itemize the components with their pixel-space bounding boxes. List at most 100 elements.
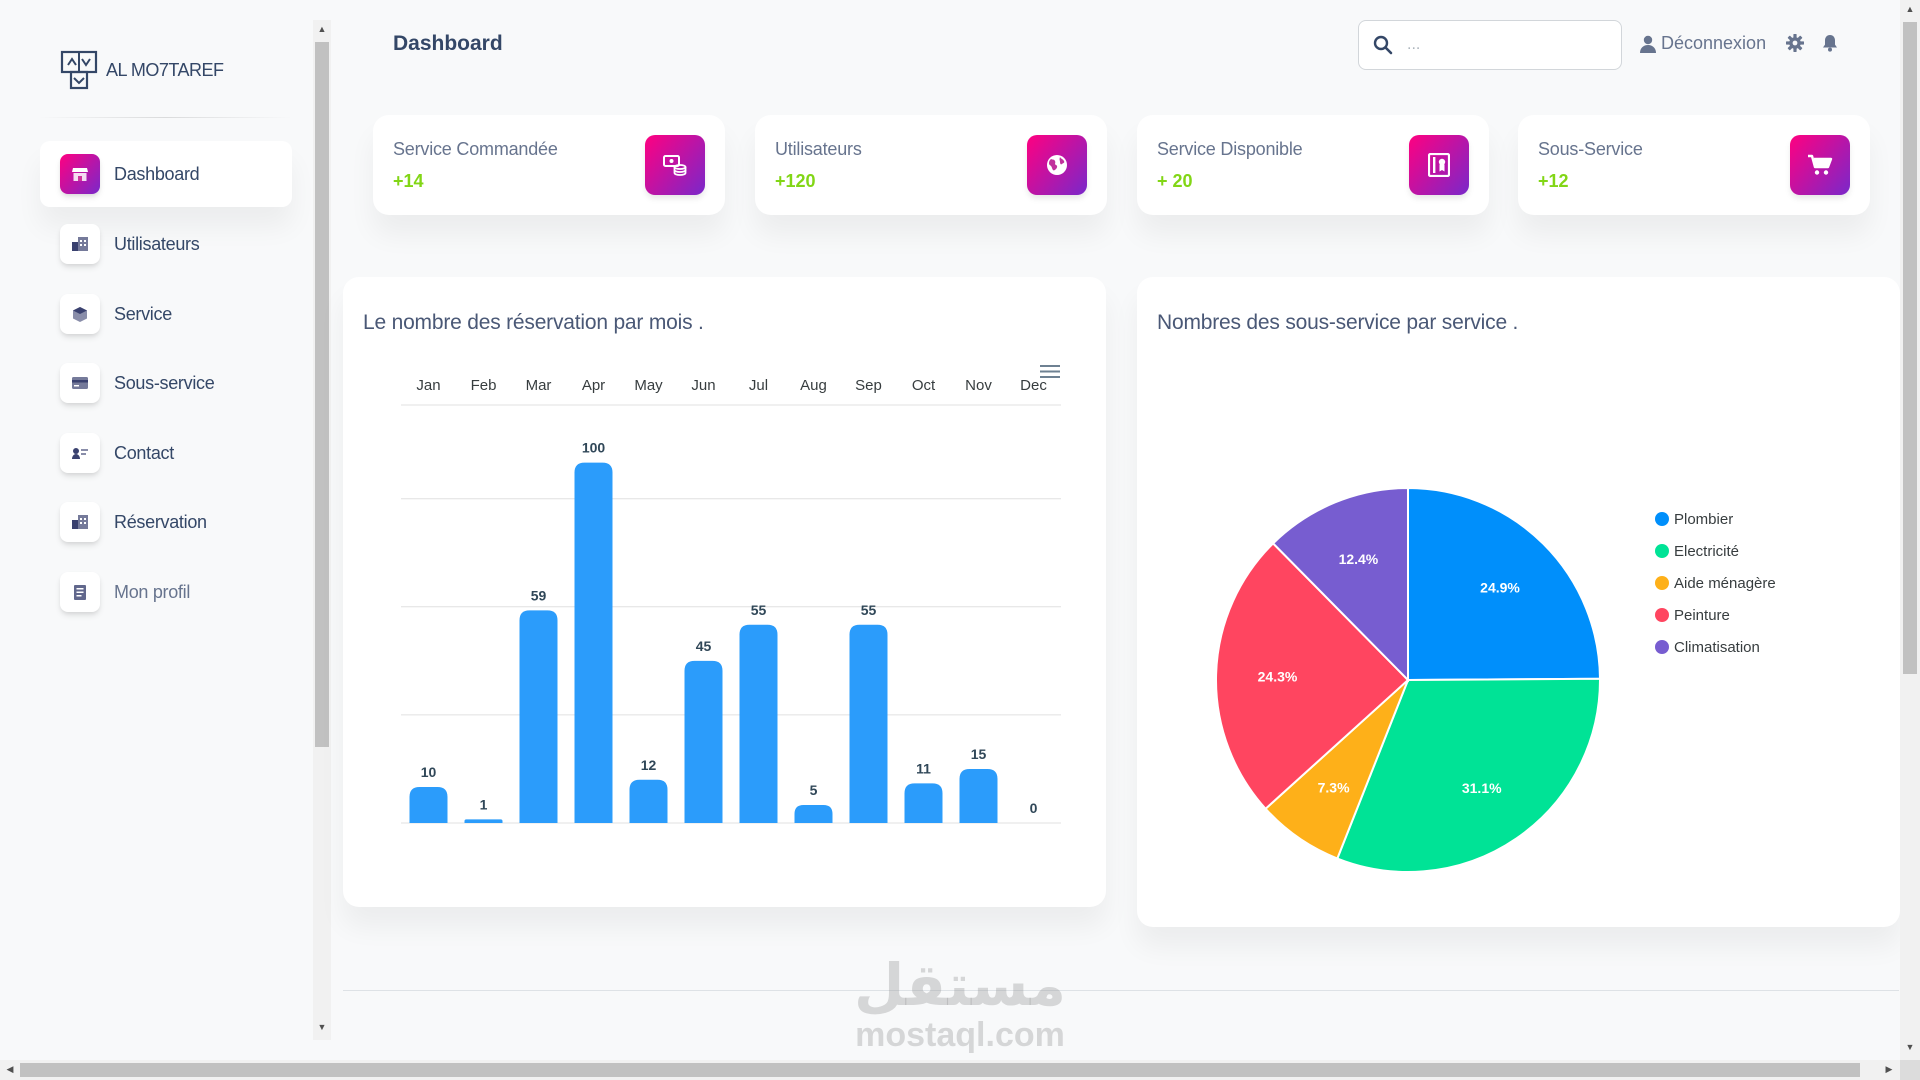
page-vertical-scrollbar[interactable]: ▲ ▼: [1900, 0, 1920, 1060]
bar-data-label: 59: [531, 587, 547, 603]
stat-card-sous-service: Sous-Service +12: [1518, 115, 1870, 215]
bar[interactable]: [794, 804, 833, 823]
stat-value: +14: [393, 171, 424, 191]
stat-card-service-commandee: Service Commandée +14: [373, 115, 725, 215]
legend-marker[interactable]: [1655, 608, 1669, 622]
bar[interactable]: [739, 624, 778, 823]
page-vertical-scrollbar-thumb[interactable]: [1903, 22, 1917, 674]
document-icon: [60, 572, 100, 612]
x-tick-label: Feb: [471, 377, 497, 394]
office-icon: [60, 224, 100, 264]
stat-value: + 20: [1157, 171, 1193, 191]
legend-marker[interactable]: [1655, 640, 1669, 654]
scroll-down-arrow-icon[interactable]: ▼: [317, 1022, 327, 1032]
scroll-up-arrow-icon[interactable]: ▲: [1905, 4, 1915, 14]
shop-icon: [60, 154, 100, 194]
pie-slice-label: 24.9%: [1480, 579, 1520, 595]
sidebar-item-dashboard[interactable]: Dashboard: [40, 141, 292, 207]
x-tick-label: Jan: [416, 377, 440, 394]
scroll-down-arrow-icon[interactable]: ▼: [1905, 1042, 1915, 1052]
office-icon: [60, 502, 100, 542]
sidebar-item-sous-service[interactable]: Sous-service: [40, 350, 292, 416]
search-input[interactable]: [1407, 36, 1597, 54]
bar-chart-panel: Le nombre des réservation par mois . Jan…: [343, 277, 1106, 907]
sidebar-item-contact[interactable]: Contact: [40, 420, 292, 486]
sidebar-item-label: Mon profil: [114, 581, 191, 602]
user-icon: [1640, 35, 1656, 53]
bar-chart: Jan 10 Feb 1 Mar 59 Apr 100 May 12 Jun 45 Jul 55 Aug 5 S…: [401, 377, 1061, 824]
brand[interactable]: AL MO7TAREF: [60, 50, 224, 90]
legend-marker[interactable]: [1655, 512, 1669, 526]
bar-data-label: 100: [582, 440, 606, 456]
pie-slice[interactable]: [1271, 486, 1409, 683]
watermark-arabic: مستقل: [853, 951, 1067, 1019]
scroll-up-arrow-icon[interactable]: ▲: [317, 24, 327, 34]
stat-card-service-disponible: Service Disponible + 20: [1137, 115, 1489, 215]
notifications-button[interactable]: [1822, 34, 1838, 57]
pie-slice[interactable]: [1407, 486, 1602, 682]
sidebar-item-label: Service: [114, 303, 172, 324]
bar-data-label: 1: [480, 796, 488, 812]
pie-slice-label: 7.3%: [1318, 779, 1350, 795]
x-tick-label: Oct: [912, 377, 936, 394]
watermark-latin: mostaql.com: [855, 1016, 1065, 1054]
pie-slice[interactable]: [1215, 541, 1410, 811]
sidebar-item-mon-profil[interactable]: Mon profil: [40, 559, 292, 625]
bar[interactable]: [574, 462, 613, 823]
stat-title: Service Disponible: [1157, 139, 1303, 159]
search-box[interactable]: [1358, 20, 1622, 70]
bar[interactable]: [684, 660, 723, 823]
legend-marker[interactable]: [1655, 576, 1669, 590]
sidebar: AL MO7TAREF Dashboard Utilisateurs Servi…: [0, 0, 315, 1045]
stat-title: Sous-Service: [1538, 139, 1643, 159]
watermark: مستقل mostaql.com: [845, 955, 1075, 1055]
sidebar-item-label: Contact: [114, 442, 174, 463]
scrollbar-corner: [1900, 1060, 1920, 1080]
bar[interactable]: [904, 783, 943, 823]
chart-menu-button[interactable]: [1040, 365, 1060, 384]
bar[interactable]: [629, 779, 668, 823]
bar[interactable]: [959, 768, 998, 823]
sidebar-scrollbar[interactable]: ▲ ▼: [313, 20, 331, 1040]
logout-button[interactable]: Déconnexion: [1640, 33, 1766, 54]
legend-label[interactable]: Peinture: [1674, 607, 1730, 624]
bar-data-label: 12: [641, 757, 657, 773]
legend-label[interactable]: Electricité: [1674, 543, 1739, 560]
bar[interactable]: [409, 786, 448, 823]
paper-diploma-icon: [1409, 135, 1469, 195]
bar-data-label: 11: [916, 760, 931, 776]
search-icon: [1373, 35, 1393, 55]
x-tick-label: Aug: [800, 377, 827, 394]
bell-icon: [1823, 35, 1837, 52]
hamburger-menu-icon: [1040, 365, 1060, 378]
bar-chart-title: Le nombre des réservation par mois .: [363, 311, 704, 334]
x-tick-label: May: [634, 377, 663, 394]
x-tick-label: Jul: [749, 377, 768, 394]
bar[interactable]: [849, 624, 888, 823]
legend-marker[interactable]: [1655, 544, 1669, 558]
settings-button[interactable]: [1786, 34, 1804, 57]
sidebar-item-service[interactable]: Service: [40, 281, 292, 347]
contact-icon: [60, 433, 100, 473]
sidebar-item-utilisateurs[interactable]: Utilisateurs: [40, 211, 292, 277]
sidebar-scrollbar-thumb[interactable]: [315, 42, 329, 747]
bar-data-label: 5: [810, 782, 818, 798]
bar[interactable]: [519, 610, 558, 823]
world-icon: [1027, 135, 1087, 195]
pie-slice-label: 31.1%: [1462, 780, 1502, 796]
bar[interactable]: [464, 819, 503, 823]
legend-label[interactable]: Climatisation: [1674, 639, 1760, 656]
footer-divider: [343, 990, 1899, 991]
x-tick-label: Apr: [582, 377, 605, 394]
scroll-right-arrow-icon[interactable]: ▶: [1885, 1064, 1893, 1074]
scroll-left-arrow-icon[interactable]: ◀: [6, 1064, 14, 1074]
page-horizontal-scrollbar-thumb[interactable]: [20, 1063, 1860, 1077]
legend-label[interactable]: Aide ménagère: [1674, 575, 1776, 592]
pie-slice[interactable]: [1336, 677, 1601, 873]
legend-label[interactable]: Plombier: [1674, 511, 1733, 528]
page-horizontal-scrollbar[interactable]: ◀ ▶: [0, 1060, 1920, 1080]
logout-label: Déconnexion: [1661, 33, 1767, 53]
page-title: Dashboard: [393, 32, 503, 55]
sidebar-item-reservation[interactable]: Réservation: [40, 489, 292, 555]
card-icon: [60, 363, 100, 403]
